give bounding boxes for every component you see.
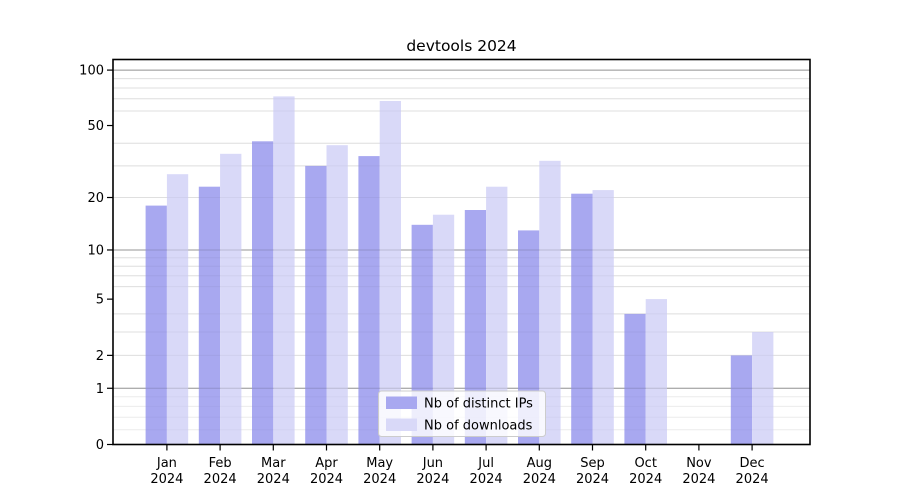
bar-nb-of-distinct-ips-jul-2024: [464, 210, 487, 445]
bar-nb-of-distinct-ips-feb-2024: [198, 186, 221, 445]
bar-nb-of-downloads-jul-2024: [486, 186, 508, 445]
bar-nb-of-downloads-oct-2024: [645, 299, 667, 445]
x-tick-label-month: Nov: [686, 456, 712, 471]
bar-nb-of-downloads-may-2024: [379, 101, 401, 445]
x-tick-label-month: Jul: [477, 456, 494, 471]
plot-frame: [112, 58, 811, 446]
y-tick-label: 20: [87, 191, 104, 206]
x-tick-label-month: Feb: [209, 456, 232, 471]
x-tick-label-year: 2024: [363, 472, 396, 487]
x-tick-label-year: 2024: [470, 472, 503, 487]
bar-nb-of-distinct-ips-jun-2024: [411, 224, 433, 445]
x-tick-label-month: Dec: [740, 456, 765, 471]
bar-nb-of-downloads-feb-2024: [220, 153, 242, 445]
y-tick-label: 5: [96, 293, 104, 308]
bar-nb-of-downloads-aug-2024: [539, 160, 561, 445]
x-tick-label-month: Mar: [261, 456, 286, 471]
bar-nb-of-distinct-ips-jan-2024: [145, 205, 167, 445]
bar-nb-of-downloads-jun-2024: [432, 214, 455, 445]
x-tick-label-month: Sep: [580, 456, 605, 471]
x-tick-label-year: 2024: [204, 472, 237, 487]
legend-label: Nb of distinct IPs: [424, 397, 533, 412]
x-tick-label-month: May: [366, 456, 393, 471]
y-tick-label: 0: [96, 438, 104, 453]
bar-nb-of-distinct-ips-dec-2024: [730, 355, 753, 445]
bar-nb-of-distinct-ips-apr-2024: [305, 165, 327, 445]
legend-swatch-downloads: [386, 418, 417, 431]
x-tick-label-year: 2024: [629, 472, 662, 487]
legend: Nb of distinct IPs Nb of downloads: [378, 390, 546, 437]
x-tick-label-year: 2024: [416, 472, 449, 487]
x-tick-label-month: Jan: [156, 456, 177, 471]
y-tick-label: 100: [79, 64, 104, 79]
legend-box: [378, 390, 546, 437]
legend-label: Nb of downloads: [424, 419, 533, 434]
bar-nb-of-downloads-sep-2024: [592, 190, 614, 445]
chart-title: devtools 2024: [406, 37, 516, 55]
bars-layer: [145, 96, 774, 445]
bar-nb-of-distinct-ips-mar-2024: [252, 141, 274, 445]
bar-nb-of-distinct-ips-sep-2024: [571, 193, 593, 445]
x-tick-label-month: Aug: [527, 456, 552, 471]
x-tick-label-year: 2024: [736, 472, 769, 487]
y-tick-label: 10: [87, 243, 104, 258]
bar-nb-of-distinct-ips-oct-2024: [624, 313, 646, 445]
x-tick-label-month: Jun: [422, 456, 443, 471]
legend-swatch-distinct-ips: [386, 396, 417, 409]
x-tick-label-year: 2024: [310, 472, 343, 487]
x-tick-label-year: 2024: [576, 472, 609, 487]
bar-nb-of-downloads-mar-2024: [273, 96, 295, 445]
y-tick-label: 2: [96, 349, 104, 364]
x-tick-label-year: 2024: [257, 472, 290, 487]
x-tick-label-month: Oct: [634, 456, 656, 471]
bar-nb-of-downloads-jan-2024: [166, 174, 189, 445]
bar-nb-of-downloads-apr-2024: [326, 145, 348, 445]
x-tick-label-year: 2024: [682, 472, 715, 487]
bar-nb-of-distinct-ips-may-2024: [358, 156, 380, 445]
y-tick-label: 1: [96, 382, 104, 397]
x-tick-label-month: Apr: [315, 456, 338, 471]
x-tick-label-year: 2024: [523, 472, 556, 487]
x-tick-label-year: 2024: [150, 472, 183, 487]
axes-layer: 0125102050100Jan2024Feb2024Mar2024Apr202…: [79, 58, 811, 487]
y-tick-label: 50: [87, 119, 104, 134]
